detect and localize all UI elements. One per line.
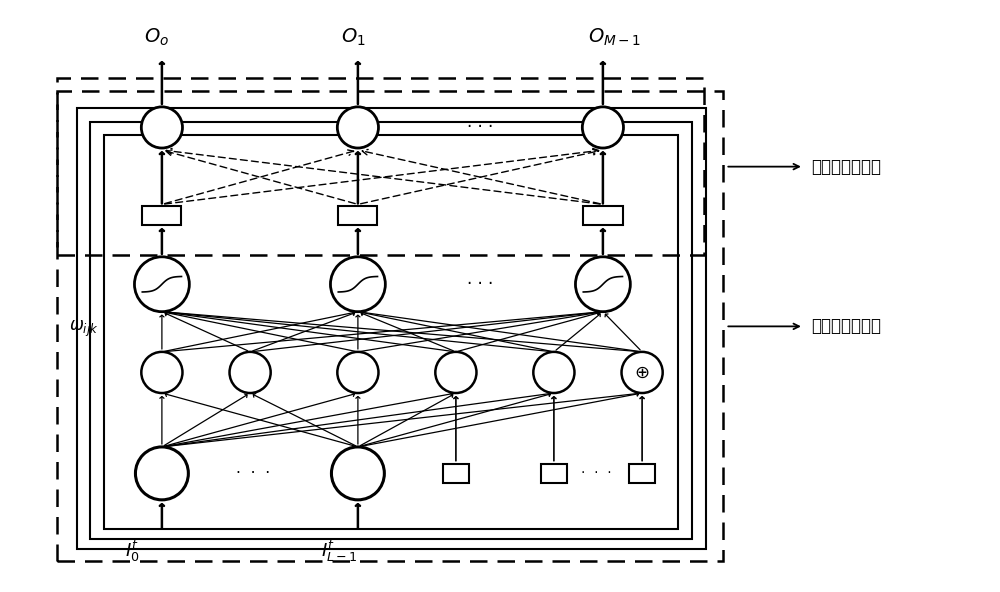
Text: ·  ·  ·: · · · [236, 466, 270, 481]
Circle shape [435, 352, 476, 393]
Text: $O_o$: $O_o$ [144, 27, 170, 48]
Bar [541, 464, 567, 483]
Bar [90, 121, 692, 539]
Circle shape [135, 447, 188, 500]
Circle shape [141, 107, 182, 148]
Bar [77, 108, 706, 549]
Circle shape [533, 352, 574, 393]
Circle shape [575, 257, 630, 311]
Text: $I_{L-1}^t$: $I_{L-1}^t$ [321, 539, 357, 564]
Circle shape [134, 257, 189, 311]
Bar [142, 207, 181, 225]
Text: $\omega_{ijk}$: $\omega_{ijk}$ [69, 319, 98, 339]
Text: · · ·: · · · [467, 275, 494, 293]
Bar [583, 207, 622, 225]
Bar [57, 78, 704, 255]
Text: $O_1$: $O_1$ [341, 27, 365, 48]
Bar [338, 207, 377, 225]
Text: $O_{M-1}$: $O_{M-1}$ [588, 27, 641, 48]
Circle shape [337, 107, 378, 148]
Bar [104, 136, 678, 529]
Circle shape [141, 352, 182, 393]
Text: ·  ·  ·: · · · [581, 466, 611, 480]
Text: 在空间上的融合: 在空间上的融合 [812, 157, 882, 176]
Text: · · ·: · · · [467, 118, 494, 136]
Circle shape [331, 447, 384, 500]
Text: 在时间上的融合: 在时间上的融合 [812, 317, 882, 336]
Circle shape [230, 352, 271, 393]
Bar [629, 464, 655, 483]
Circle shape [330, 257, 385, 311]
Circle shape [622, 352, 663, 393]
Text: $\oplus$: $\oplus$ [634, 363, 650, 381]
Bar [57, 91, 723, 561]
Circle shape [582, 107, 623, 148]
Bar [443, 464, 469, 483]
Circle shape [337, 352, 378, 393]
Text: $I_0^t$: $I_0^t$ [125, 539, 139, 564]
